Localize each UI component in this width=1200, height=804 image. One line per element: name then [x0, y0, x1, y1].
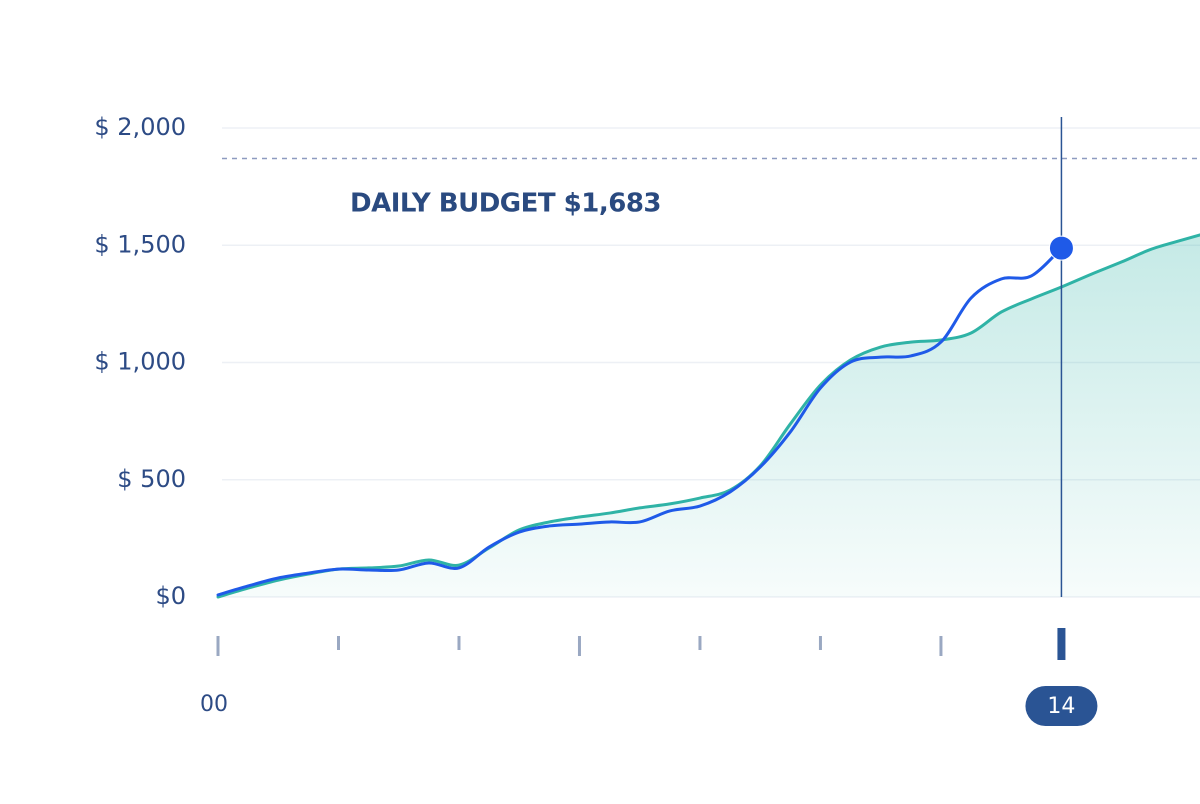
x-tick-label: 00: [200, 692, 228, 717]
area: [218, 234, 1200, 597]
y-tick-label: $ 2,000: [94, 113, 186, 141]
y-tick-label: $0: [155, 582, 186, 610]
line: [216, 233, 1200, 599]
x-label-pill: [1025, 686, 1098, 726]
y-tick-label: $ 1,500: [94, 230, 186, 258]
annotation: DAILY BUDGET $1,683: [350, 189, 661, 219]
y-tick-label: $ 500: [117, 465, 186, 493]
y-tick-label: $ 1,000: [94, 348, 186, 376]
line: [216, 246, 1063, 597]
cursor-point: [1048, 235, 1074, 261]
x-tick-label: 14: [1047, 694, 1075, 719]
